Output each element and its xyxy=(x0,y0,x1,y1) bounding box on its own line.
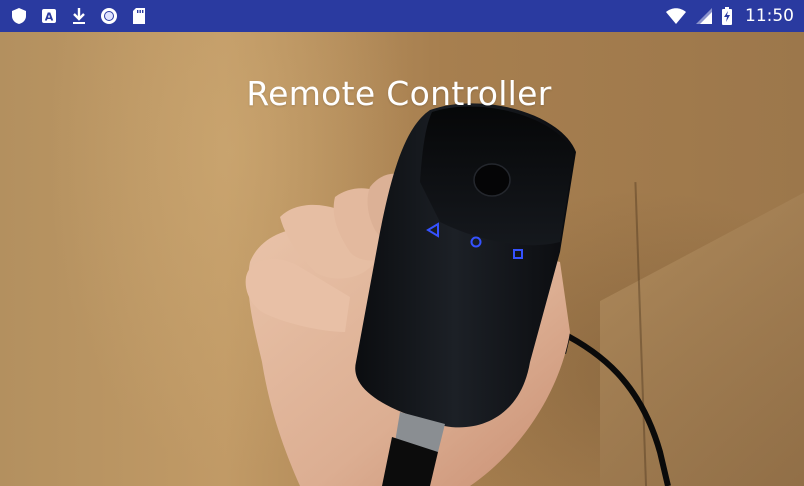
notification-icons: A xyxy=(10,7,148,25)
hand-holding-remote xyxy=(245,103,671,486)
sd-card-icon xyxy=(130,7,148,25)
download-icon xyxy=(70,7,88,25)
usb-cable-right xyxy=(558,329,671,486)
usb-cable-bottom xyxy=(382,437,438,486)
shield-icon xyxy=(10,7,28,25)
circle-button-icon xyxy=(470,236,482,248)
status-bar: A 11:50 xyxy=(0,0,804,32)
touchpad xyxy=(473,163,511,197)
thumb xyxy=(245,259,350,332)
page-title: Remote Controller xyxy=(246,74,552,113)
battery-charging-icon xyxy=(721,7,733,25)
triangle-button-icon xyxy=(426,222,439,238)
circle-record-icon xyxy=(100,7,118,25)
wifi-icon xyxy=(665,7,687,25)
status-clock: 11:50 xyxy=(745,6,794,26)
cell-signal-icon xyxy=(695,7,713,25)
usb-connector xyxy=(395,412,445,452)
svg-text:A: A xyxy=(45,11,54,24)
square-button-icon xyxy=(513,249,523,259)
system-indicators: 11:50 xyxy=(665,6,794,26)
keyboard-a-icon: A xyxy=(40,7,58,25)
